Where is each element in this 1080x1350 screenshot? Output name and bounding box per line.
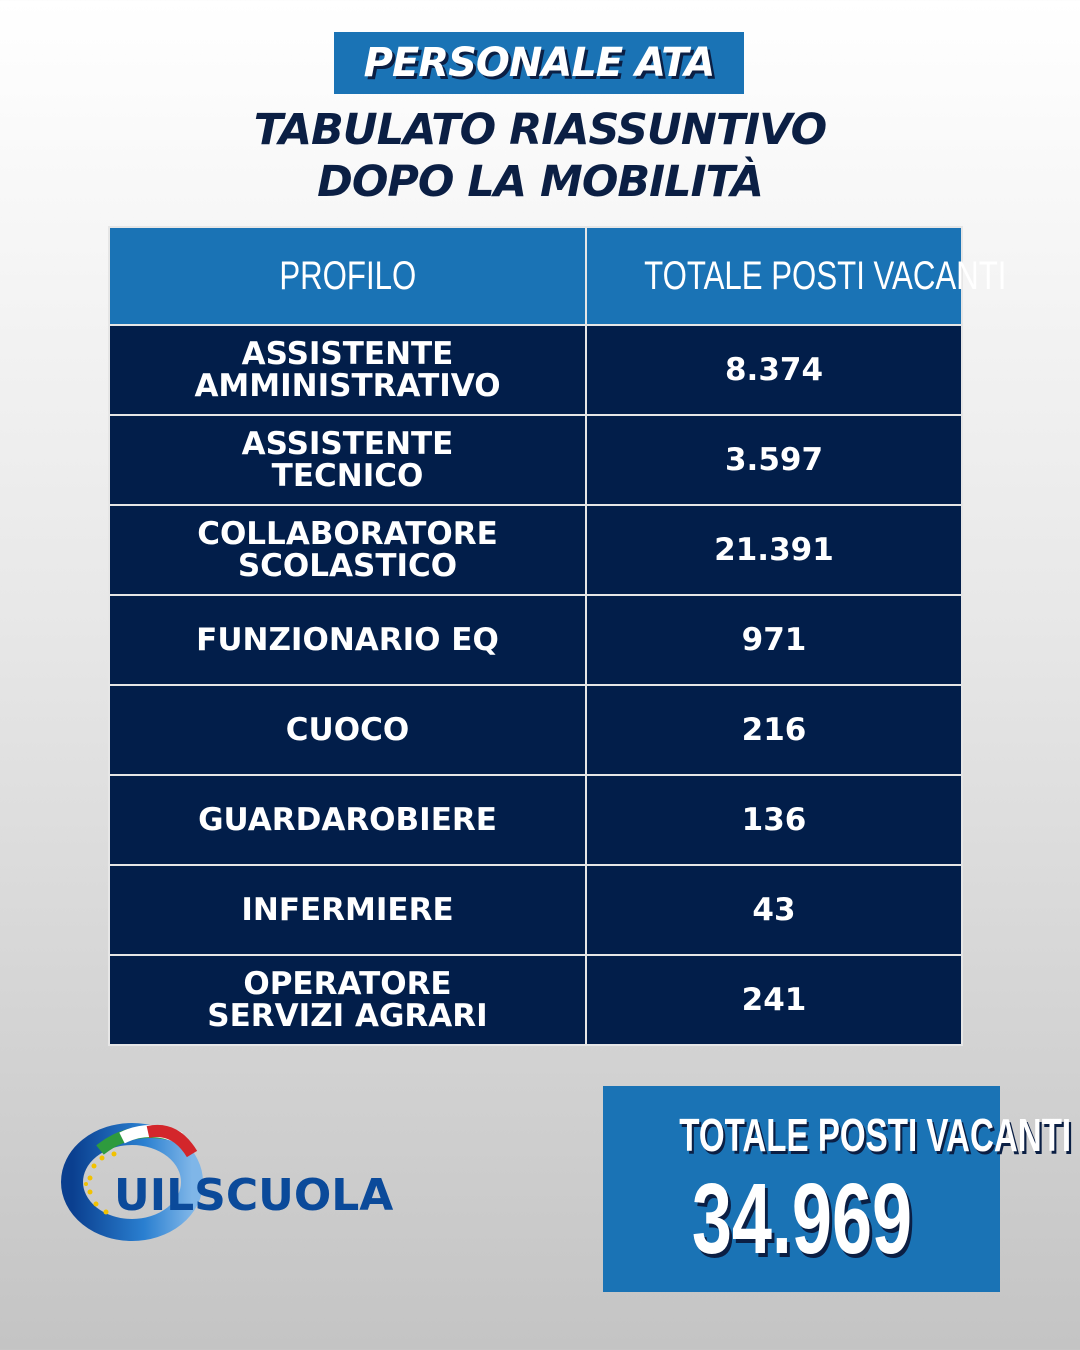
vacancies-value-cell: 241 [585, 954, 963, 1046]
profile-label-line1: GUARDAROBIERE [198, 802, 497, 838]
profile-cell: ASSISTENTE TECNICO [108, 414, 587, 506]
profile-label-line2: SERVIZI AGRARI [207, 998, 488, 1034]
profile-cell: COLLABORATORE SCOLASTICO [108, 504, 587, 596]
table-row: COLLABORATORE SCOLASTICO 21.391 [108, 504, 963, 596]
uilscuola-ring-logo-icon [61, 1123, 203, 1241]
profile-label-line2: AMMINISTRATIVO [194, 368, 501, 404]
profile-label-line1: FUNZIONARIO EQ [196, 622, 499, 658]
uilscuola-logo [60, 1120, 390, 1260]
profile-cell: ASSISTENTE AMMINISTRATIVO [108, 324, 587, 416]
profile-label-line2: SCOLASTICO [237, 548, 458, 584]
profile-cell: INFERMIERE [108, 864, 587, 956]
profile-cell: FUNZIONARIO EQ [108, 594, 587, 686]
column-header-total: TOTALE POSTI VACANTI [585, 226, 1006, 326]
profile-label-line1: COLLABORATORE [197, 516, 498, 552]
table-row: INFERMIERE 43 [108, 864, 963, 956]
column-header-profile: PROFILO [108, 226, 587, 326]
vacancies-value-cell: 3.597 [585, 414, 963, 506]
vacancies-value-cell: 21.391 [585, 504, 963, 596]
page-title-line1: TABULATO RIASSUNTIVO [253, 105, 828, 155]
profile-label-line1: INFERMIERE [241, 892, 454, 928]
table-row: OPERATORE SERVIZI AGRARI 241 [108, 954, 963, 1046]
vacancies-value-cell: 136 [585, 774, 963, 866]
vacancies-value-cell: 8.374 [585, 324, 963, 416]
total-box: TOTALE POSTI VACANTI 34.969 [603, 1086, 1072, 1292]
vacancies-table: PROFILO TOTALE POSTI VACANTI ASSISTENTE A… [108, 226, 1006, 1046]
badge-text: PERSONALE ATA [363, 40, 716, 86]
profile-label-line1: ASSISTENTE [241, 336, 454, 372]
page-title-line2: DOPO LA MOBILITÀ [317, 157, 764, 207]
profile-cell: GUARDAROBIERE [108, 774, 587, 866]
profile-label-line1: OPERATORE [243, 966, 452, 1002]
total-label: TOTALE POSTI VACANTI [679, 1109, 1072, 1161]
vacancies-value-cell: 43 [585, 864, 963, 956]
profile-cell: CUOCO [108, 684, 587, 776]
title-badge: PERSONALE ATA [334, 32, 744, 94]
profile-label-line1: ASSISTENTE [241, 426, 454, 462]
total-value: 34.969 [691, 1163, 912, 1275]
table-row: CUOCO 216 [108, 684, 963, 776]
table-row: GUARDAROBIERE 136 [108, 774, 963, 866]
vacancies-value-cell: 971 [585, 594, 963, 686]
vacancies-value-cell: 216 [585, 684, 963, 776]
profile-cell: OPERATORE SERVIZI AGRARI [108, 954, 587, 1046]
profile-label-line2: TECNICO [271, 458, 424, 494]
table-row: FUNZIONARIO EQ 971 [108, 594, 963, 686]
table-row: ASSISTENTE AMMINISTRATIVO 8.374 [108, 324, 963, 416]
profile-label-line1: CUOCO [285, 712, 410, 748]
table-row: ASSISTENTE TECNICO 3.597 [108, 414, 963, 506]
logo-text: UILSCUOLA [114, 1170, 394, 1221]
table-header-row: PROFILO TOTALE POSTI VACANTI [108, 226, 1006, 326]
